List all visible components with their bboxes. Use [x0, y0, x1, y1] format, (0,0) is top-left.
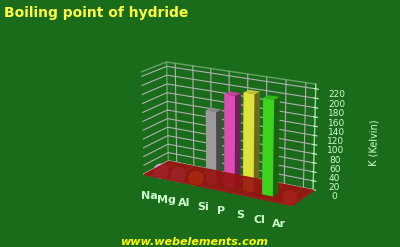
Text: www.webelements.com: www.webelements.com	[120, 237, 268, 247]
Text: Boiling point of hydride: Boiling point of hydride	[4, 6, 188, 20]
